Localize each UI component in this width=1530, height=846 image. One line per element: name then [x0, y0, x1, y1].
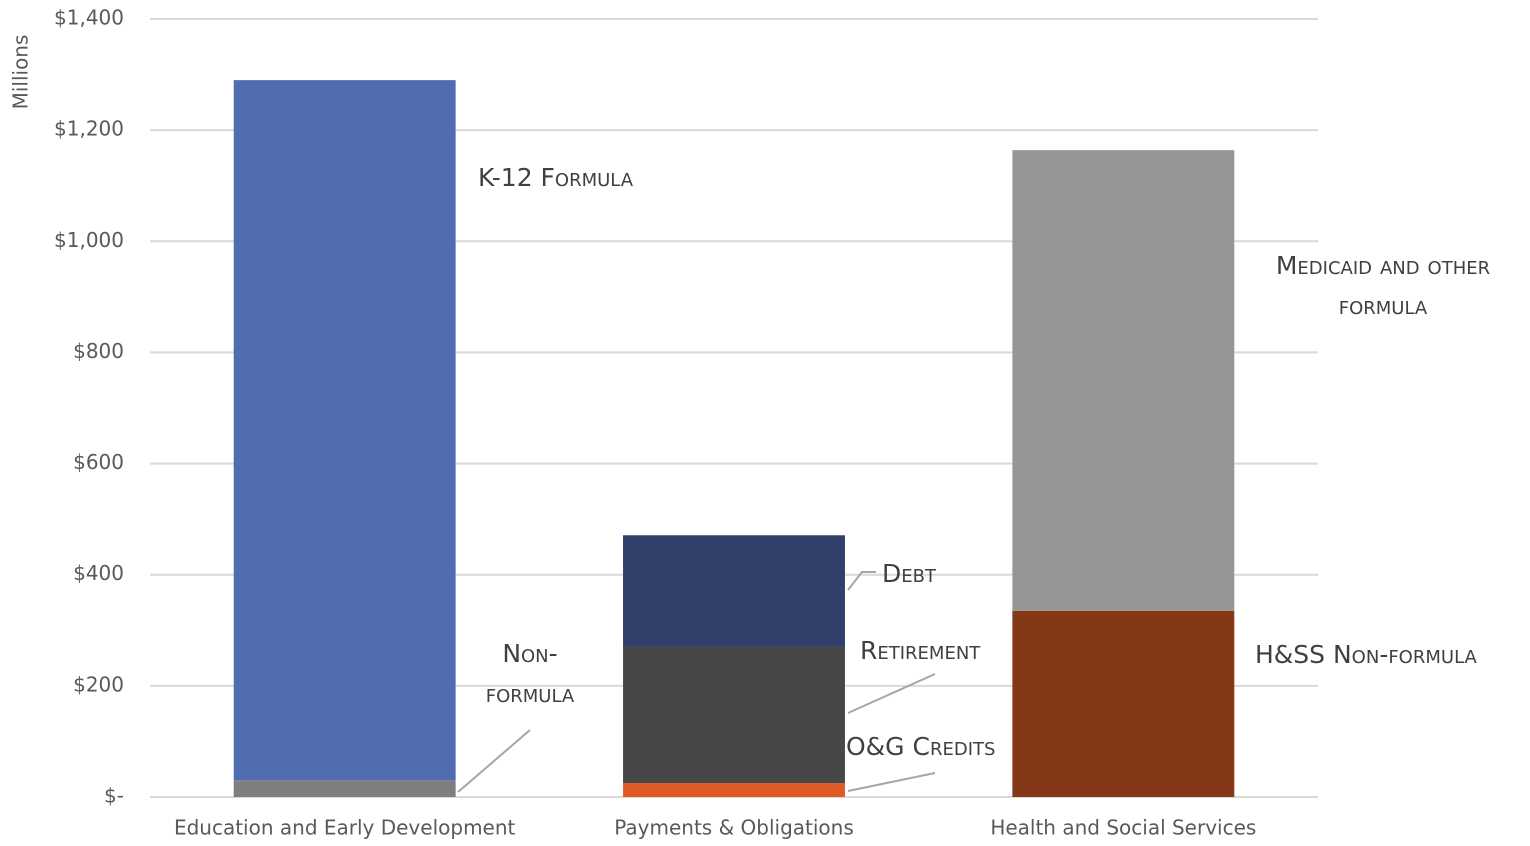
bar-segment — [1012, 150, 1235, 611]
bar-segment — [623, 646, 845, 784]
bar-segment — [1012, 610, 1235, 797]
y-tick-label: $1,200 — [54, 117, 124, 141]
series-label: Retirement — [860, 636, 981, 665]
y-tick-label: $200 — [73, 672, 124, 696]
series-label-box: Retirement — [860, 636, 981, 665]
series-label-box: Debt — [882, 559, 936, 588]
bar-segment — [233, 80, 456, 781]
x-tick-label: Health and Social Services — [990, 816, 1256, 840]
series-label: O&G Credits — [846, 732, 996, 761]
series-label: K-12 Formula — [478, 163, 634, 192]
y-tick-label: $400 — [73, 561, 124, 585]
series-label-box: K-12 Formula — [478, 163, 634, 192]
series-label: Debt — [882, 559, 936, 588]
x-tick-label: Payments & Obligations — [614, 816, 854, 840]
series-label: Medicaid and other formula — [1275, 251, 1491, 320]
bar-segment — [623, 783, 845, 797]
series-label-box: H&SS Non-formula — [1255, 640, 1477, 669]
series-label: H&SS Non-formula — [1255, 640, 1477, 669]
y-tick-label: $600 — [73, 450, 124, 474]
y-axis-label: Millions — [9, 35, 33, 110]
y-tick-label: $1,000 — [54, 228, 124, 252]
leader-line — [847, 673, 936, 714]
y-tick-label: $- — [104, 784, 124, 808]
leader-line — [457, 729, 531, 793]
bar-segment — [233, 780, 456, 797]
series-label-box: Non-formula — [485, 639, 575, 708]
bar-segment — [623, 535, 845, 647]
leader-line — [847, 571, 876, 591]
x-tick-label: Education and Early Development — [174, 816, 516, 840]
series-label-box: O&G Credits — [846, 732, 996, 761]
leader-line — [847, 772, 936, 792]
y-tick-label: $800 — [73, 339, 124, 363]
series-label-box: Medicaid and other formula — [1275, 251, 1491, 320]
series-label: Non-formula — [485, 639, 575, 708]
y-tick-label: $1,400 — [54, 6, 124, 30]
